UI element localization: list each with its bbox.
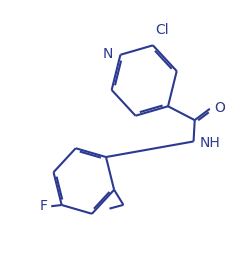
Text: Cl: Cl (155, 23, 169, 37)
Text: O: O (214, 101, 225, 115)
Text: N: N (102, 46, 113, 60)
Text: F: F (40, 199, 48, 213)
Text: NH: NH (199, 136, 220, 150)
